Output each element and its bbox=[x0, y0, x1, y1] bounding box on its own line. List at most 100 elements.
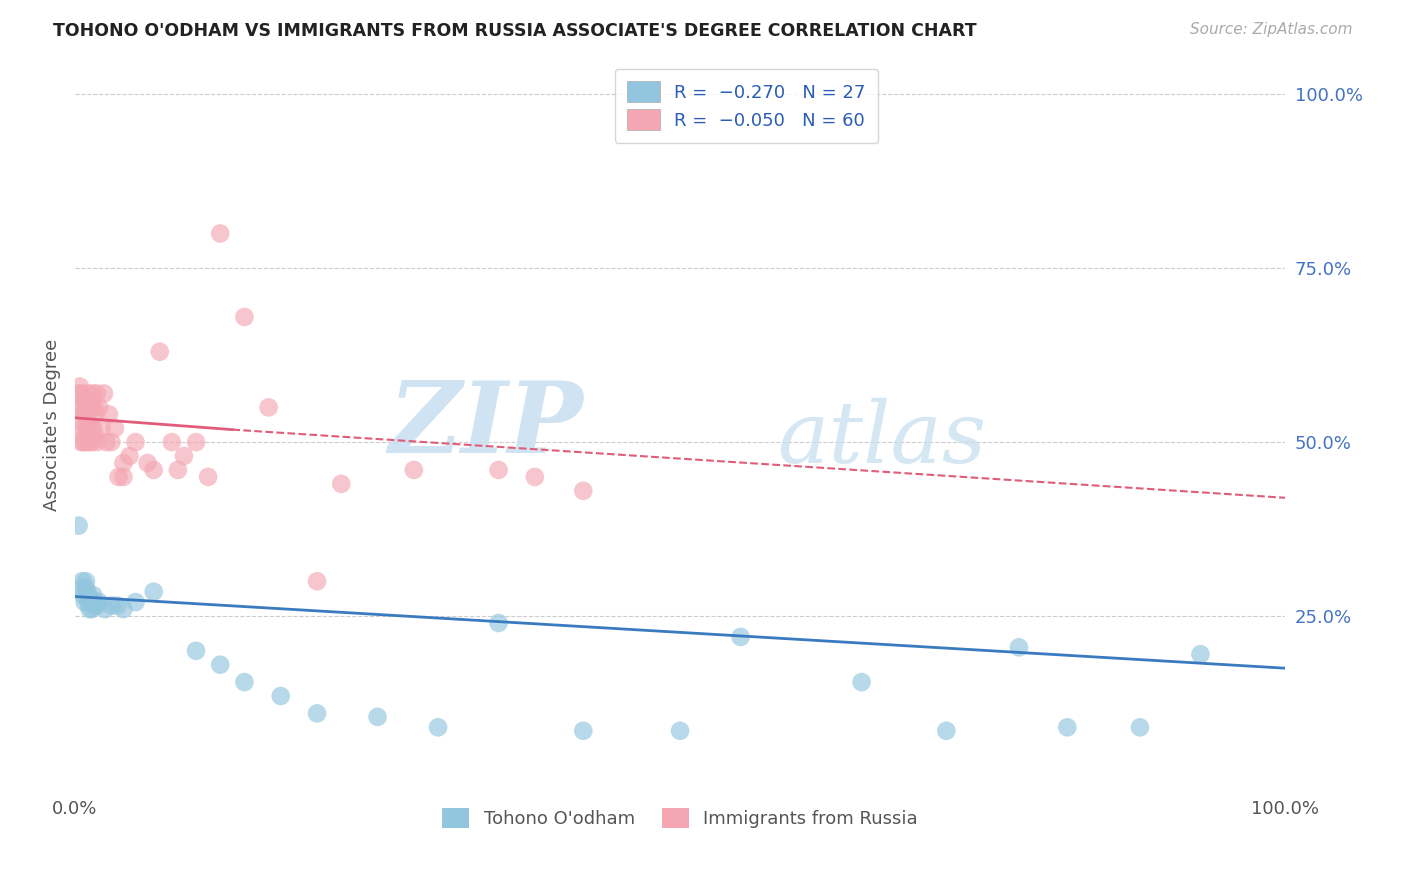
Point bbox=[77, 386, 100, 401]
Point bbox=[70, 401, 93, 415]
Point bbox=[142, 463, 165, 477]
Point bbox=[93, 386, 115, 401]
Point bbox=[82, 588, 104, 602]
Point bbox=[488, 615, 510, 630]
Point bbox=[66, 401, 89, 415]
Point bbox=[124, 595, 146, 609]
Text: Source: ZipAtlas.com: Source: ZipAtlas.com bbox=[1189, 22, 1353, 37]
Point bbox=[84, 407, 107, 421]
Point bbox=[80, 401, 103, 415]
Point bbox=[82, 421, 104, 435]
Point bbox=[69, 379, 91, 393]
Point bbox=[83, 428, 105, 442]
Point bbox=[80, 602, 103, 616]
Point bbox=[367, 710, 389, 724]
Point bbox=[402, 463, 425, 477]
Point bbox=[305, 706, 328, 721]
Point bbox=[305, 574, 328, 589]
Point bbox=[72, 386, 94, 401]
Text: TOHONO O'ODHAM VS IMMIGRANTS FROM RUSSIA ASSOCIATE'S DEGREE CORRELATION CHART: TOHONO O'ODHAM VS IMMIGRANTS FROM RUSSIA… bbox=[53, 22, 977, 40]
Point bbox=[72, 588, 94, 602]
Point bbox=[184, 435, 207, 450]
Point bbox=[209, 227, 232, 241]
Point bbox=[136, 456, 159, 470]
Point bbox=[105, 599, 128, 613]
Point bbox=[427, 720, 450, 734]
Y-axis label: Associate's Degree: Associate's Degree bbox=[44, 339, 60, 511]
Point bbox=[118, 449, 141, 463]
Point bbox=[86, 435, 108, 450]
Point bbox=[270, 689, 292, 703]
Point bbox=[89, 595, 111, 609]
Point bbox=[197, 470, 219, 484]
Point bbox=[112, 470, 135, 484]
Point bbox=[89, 401, 111, 415]
Point bbox=[73, 393, 96, 408]
Point bbox=[112, 602, 135, 616]
Point bbox=[669, 723, 692, 738]
Point bbox=[851, 675, 873, 690]
Point bbox=[149, 344, 172, 359]
Point bbox=[730, 630, 752, 644]
Point bbox=[72, 435, 94, 450]
Point bbox=[77, 595, 100, 609]
Point bbox=[77, 414, 100, 428]
Point bbox=[233, 310, 256, 324]
Point bbox=[184, 644, 207, 658]
Point bbox=[94, 602, 117, 616]
Point bbox=[76, 584, 98, 599]
Point bbox=[104, 421, 127, 435]
Point bbox=[257, 401, 280, 415]
Point bbox=[1008, 640, 1031, 655]
Text: ZIP: ZIP bbox=[388, 376, 583, 473]
Point bbox=[112, 456, 135, 470]
Point bbox=[488, 463, 510, 477]
Point bbox=[142, 584, 165, 599]
Point bbox=[70, 581, 93, 595]
Text: atlas: atlas bbox=[778, 398, 986, 481]
Point bbox=[97, 407, 120, 421]
Point bbox=[167, 463, 190, 477]
Point bbox=[935, 723, 957, 738]
Point bbox=[124, 435, 146, 450]
Point bbox=[72, 574, 94, 589]
Point bbox=[572, 723, 595, 738]
Point bbox=[80, 435, 103, 450]
Point bbox=[73, 595, 96, 609]
Point bbox=[72, 421, 94, 435]
Point bbox=[79, 602, 101, 616]
Point bbox=[80, 591, 103, 606]
Point bbox=[107, 470, 129, 484]
Point bbox=[96, 435, 118, 450]
Point bbox=[100, 435, 122, 450]
Point bbox=[67, 386, 90, 401]
Point bbox=[82, 595, 104, 609]
Point bbox=[83, 599, 105, 613]
Point bbox=[80, 421, 103, 435]
Point bbox=[90, 421, 112, 435]
Point bbox=[79, 435, 101, 450]
Point bbox=[75, 581, 97, 595]
Point bbox=[1189, 648, 1212, 662]
Point bbox=[75, 401, 97, 415]
Point bbox=[79, 591, 101, 606]
Point bbox=[1129, 720, 1152, 734]
Point bbox=[67, 518, 90, 533]
Point bbox=[79, 401, 101, 415]
Point bbox=[523, 470, 546, 484]
Point bbox=[73, 428, 96, 442]
Legend: Tohono O'odham, Immigrants from Russia: Tohono O'odham, Immigrants from Russia bbox=[434, 800, 925, 836]
Point bbox=[100, 599, 122, 613]
Point bbox=[80, 393, 103, 408]
Point bbox=[572, 483, 595, 498]
Point bbox=[330, 476, 353, 491]
Point bbox=[75, 435, 97, 450]
Point bbox=[76, 421, 98, 435]
Point bbox=[86, 386, 108, 401]
Point bbox=[233, 675, 256, 690]
Point bbox=[69, 414, 91, 428]
Point bbox=[72, 407, 94, 421]
Point bbox=[1056, 720, 1078, 734]
Point bbox=[70, 435, 93, 450]
Point bbox=[160, 435, 183, 450]
